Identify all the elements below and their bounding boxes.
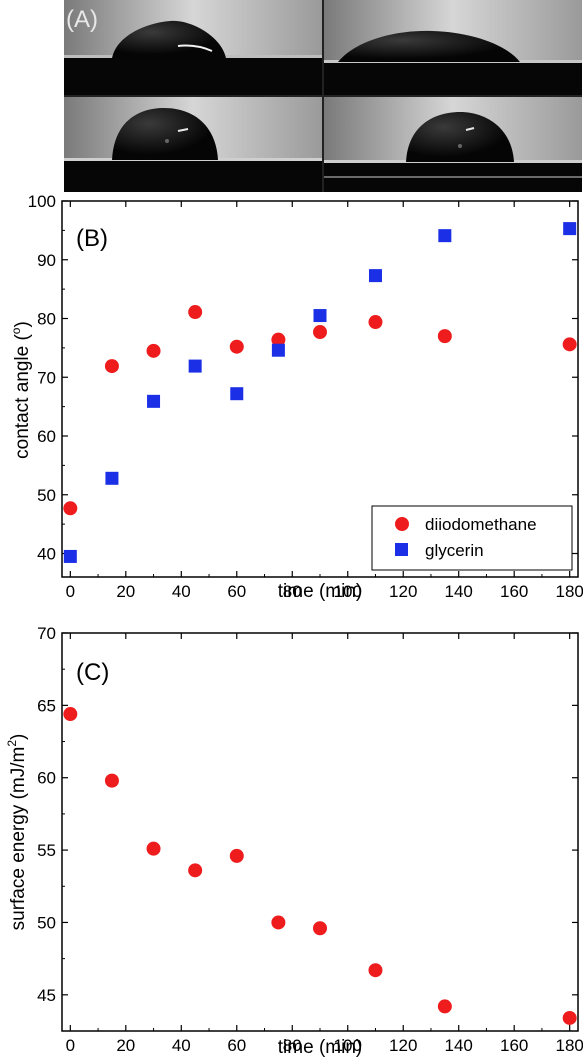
droplet-photo-1 <box>64 0 322 95</box>
data-point-series-0 <box>63 707 78 722</box>
droplet-photo-4 <box>324 97 582 192</box>
legend: diiodomethane glycerin <box>371 505 573 571</box>
x-tick-label: 40 <box>172 1036 191 1055</box>
x-tick-label: 20 <box>116 1036 135 1055</box>
y-tick-label: 50 <box>37 913 56 932</box>
data-point-glycerin <box>563 222 577 236</box>
x-tick-label: 60 <box>227 1036 246 1055</box>
y-axis-title: surface energy (mJ/m2) <box>5 734 29 931</box>
y-axis-title-close: ) <box>8 734 29 740</box>
y-tick-label: 100 <box>28 192 56 211</box>
panel-label-a: (A) <box>66 6 98 33</box>
data-point-glycerin <box>147 394 161 408</box>
data-point-diiodomethane <box>229 339 244 354</box>
y-axis-title-superscript: 2 <box>5 740 19 747</box>
data-point-glycerin <box>438 229 452 243</box>
axes: 0 20 40 60 80 100 120 140 160 180 45 50 55 60 65 70 <box>37 624 583 1055</box>
y-tick-label: 70 <box>37 624 56 643</box>
contact-angle-chart: 0 20 40 60 80 100 120 140 160 180405060708090100 … <box>9 192 583 602</box>
x-axis-title: time (min) <box>278 1037 362 1058</box>
x-tick-label: 100 <box>334 1036 362 1055</box>
panel-label-c: (C) <box>76 659 109 686</box>
x-tick-label: 40 <box>172 582 191 601</box>
data-point-glycerin <box>313 309 327 323</box>
legend-label-diiodomethane: diiodomethane <box>425 515 537 534</box>
x-tick-label: 80 <box>283 582 302 601</box>
panel-label-b: (B) <box>76 225 108 252</box>
legend-box <box>371 505 573 571</box>
legend-marker-diiodomethane <box>395 517 409 531</box>
y-axis-title-text: surface energy (mJ/m <box>8 747 29 931</box>
data-point-diiodomethane <box>313 325 327 340</box>
data-point-glycerin <box>271 343 285 357</box>
data-point-glycerin <box>105 471 119 485</box>
x-tick-label: 20 <box>116 582 135 601</box>
surface-energy-chart: 0 20 40 60 80 100 120 140 160 180 45 50 55 60 65 70 (C)… <box>5 624 583 1058</box>
x-tick-label: 140 <box>445 582 473 601</box>
y-tick-label: 65 <box>37 696 56 715</box>
x-tick-label: 160 <box>500 1036 528 1055</box>
data-point-diiodomethane <box>437 329 452 344</box>
data-marks <box>63 222 577 563</box>
x-tick-label: 60 <box>227 582 246 601</box>
y-tick-label: 80 <box>37 310 56 329</box>
data-point-diiodomethane <box>63 501 78 516</box>
legend-marker-glycerin <box>395 543 408 556</box>
data-point-series-0 <box>229 848 244 863</box>
y-tick-label: 90 <box>37 251 56 270</box>
y-tick-label: 45 <box>37 986 56 1005</box>
data-point-series-0 <box>146 841 161 856</box>
data-point-diiodomethane <box>146 343 161 358</box>
axes: 0 20 40 60 80 100 120 140 160 180 40 50 60 70 80 90 100 <box>28 192 583 601</box>
y-tick-label: 50 <box>37 486 56 505</box>
x-tick-label: 120 <box>389 1036 417 1055</box>
x-tick-label: 0 <box>66 1036 75 1055</box>
y-tick-label: 40 <box>37 545 56 564</box>
x-axis-title: time (min) <box>278 581 362 602</box>
legend-label-glycerin: glycerin <box>425 541 484 560</box>
data-point-glycerin <box>230 387 244 401</box>
data-point-series-0 <box>437 999 452 1014</box>
data-point-series-0 <box>188 863 203 878</box>
data-point-glycerin <box>368 269 382 283</box>
data-point-diiodomethane <box>271 332 286 347</box>
data-point-series-0 <box>368 963 383 978</box>
data-point-series-0 <box>562 1010 577 1025</box>
x-tick-label: 100 <box>334 582 362 601</box>
y-axis-title-close: ) <box>12 321 33 327</box>
data-point-diiodomethane <box>104 359 119 374</box>
data-marks <box>63 707 577 1025</box>
droplet-photos: (A) <box>64 0 582 192</box>
y-axis-title-text: contact angle ( <box>12 334 33 459</box>
data-point-diiodomethane <box>188 305 203 320</box>
data-point-diiodomethane <box>368 315 383 330</box>
plot-frame <box>61 632 579 1032</box>
x-tick-label: 160 <box>500 582 528 601</box>
x-tick-label: 0 <box>66 582 75 601</box>
droplet-photo-2 <box>324 0 582 95</box>
droplet-photo-3 <box>64 97 322 192</box>
y-tick-label: 60 <box>37 769 56 788</box>
y-tick-label: 55 <box>37 841 56 860</box>
data-point-glycerin <box>63 549 77 563</box>
y-axis-title: contact angle (o) <box>9 321 33 459</box>
x-tick-label: 180 <box>555 1036 583 1055</box>
data-point-glycerin <box>188 359 202 373</box>
data-point-diiodomethane <box>562 337 577 352</box>
x-tick-label: 120 <box>389 582 417 601</box>
data-point-series-0 <box>271 915 286 930</box>
y-tick-label: 70 <box>37 368 56 387</box>
x-tick-label: 140 <box>445 1036 473 1055</box>
y-axis-title-superscript: o <box>9 327 23 334</box>
y-tick-label: 60 <box>37 427 56 446</box>
data-point-series-0 <box>313 921 327 936</box>
x-tick-label: 180 <box>555 582 583 601</box>
data-point-series-0 <box>104 773 119 788</box>
x-tick-label: 80 <box>283 1036 302 1055</box>
